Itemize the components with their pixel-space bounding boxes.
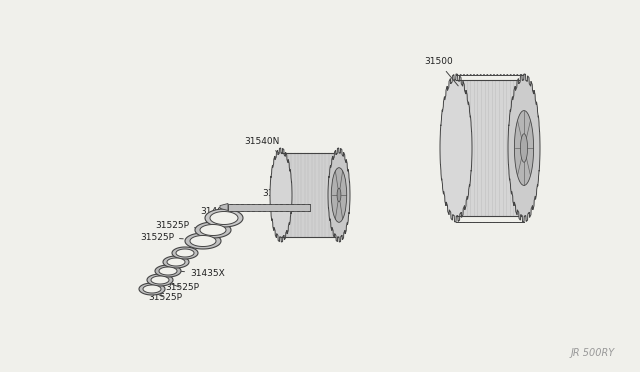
Polygon shape [328, 148, 350, 242]
Text: 31525P: 31525P [155, 221, 197, 230]
Polygon shape [147, 274, 173, 286]
Text: 31525P: 31525P [140, 232, 183, 241]
Polygon shape [155, 265, 181, 277]
Text: 31525P: 31525P [148, 292, 182, 302]
Polygon shape [151, 276, 169, 284]
Polygon shape [270, 148, 292, 242]
Polygon shape [167, 258, 185, 266]
Text: 31525P: 31525P [165, 283, 199, 292]
Text: 31435X: 31435X [180, 269, 225, 279]
Text: JR 500RY: JR 500RY [571, 348, 615, 358]
Ellipse shape [337, 188, 341, 202]
Polygon shape [190, 235, 216, 247]
Polygon shape [281, 153, 339, 237]
Text: 31540N: 31540N [244, 138, 296, 164]
Ellipse shape [332, 168, 347, 222]
Polygon shape [163, 256, 189, 268]
Polygon shape [200, 224, 226, 235]
Polygon shape [159, 267, 177, 275]
Polygon shape [139, 283, 165, 295]
Polygon shape [456, 80, 524, 216]
Polygon shape [228, 203, 310, 211]
Polygon shape [520, 134, 527, 162]
Polygon shape [508, 74, 540, 222]
Text: 31407N: 31407N [200, 206, 236, 216]
Polygon shape [220, 203, 228, 211]
Polygon shape [515, 110, 534, 185]
Polygon shape [440, 74, 472, 222]
Polygon shape [172, 247, 198, 259]
Polygon shape [195, 222, 231, 238]
Text: 31500: 31500 [424, 58, 458, 86]
Polygon shape [176, 249, 194, 257]
Text: 31555: 31555 [262, 189, 291, 198]
Polygon shape [210, 212, 238, 224]
Polygon shape [205, 209, 243, 227]
Polygon shape [143, 285, 161, 293]
Polygon shape [185, 233, 221, 249]
